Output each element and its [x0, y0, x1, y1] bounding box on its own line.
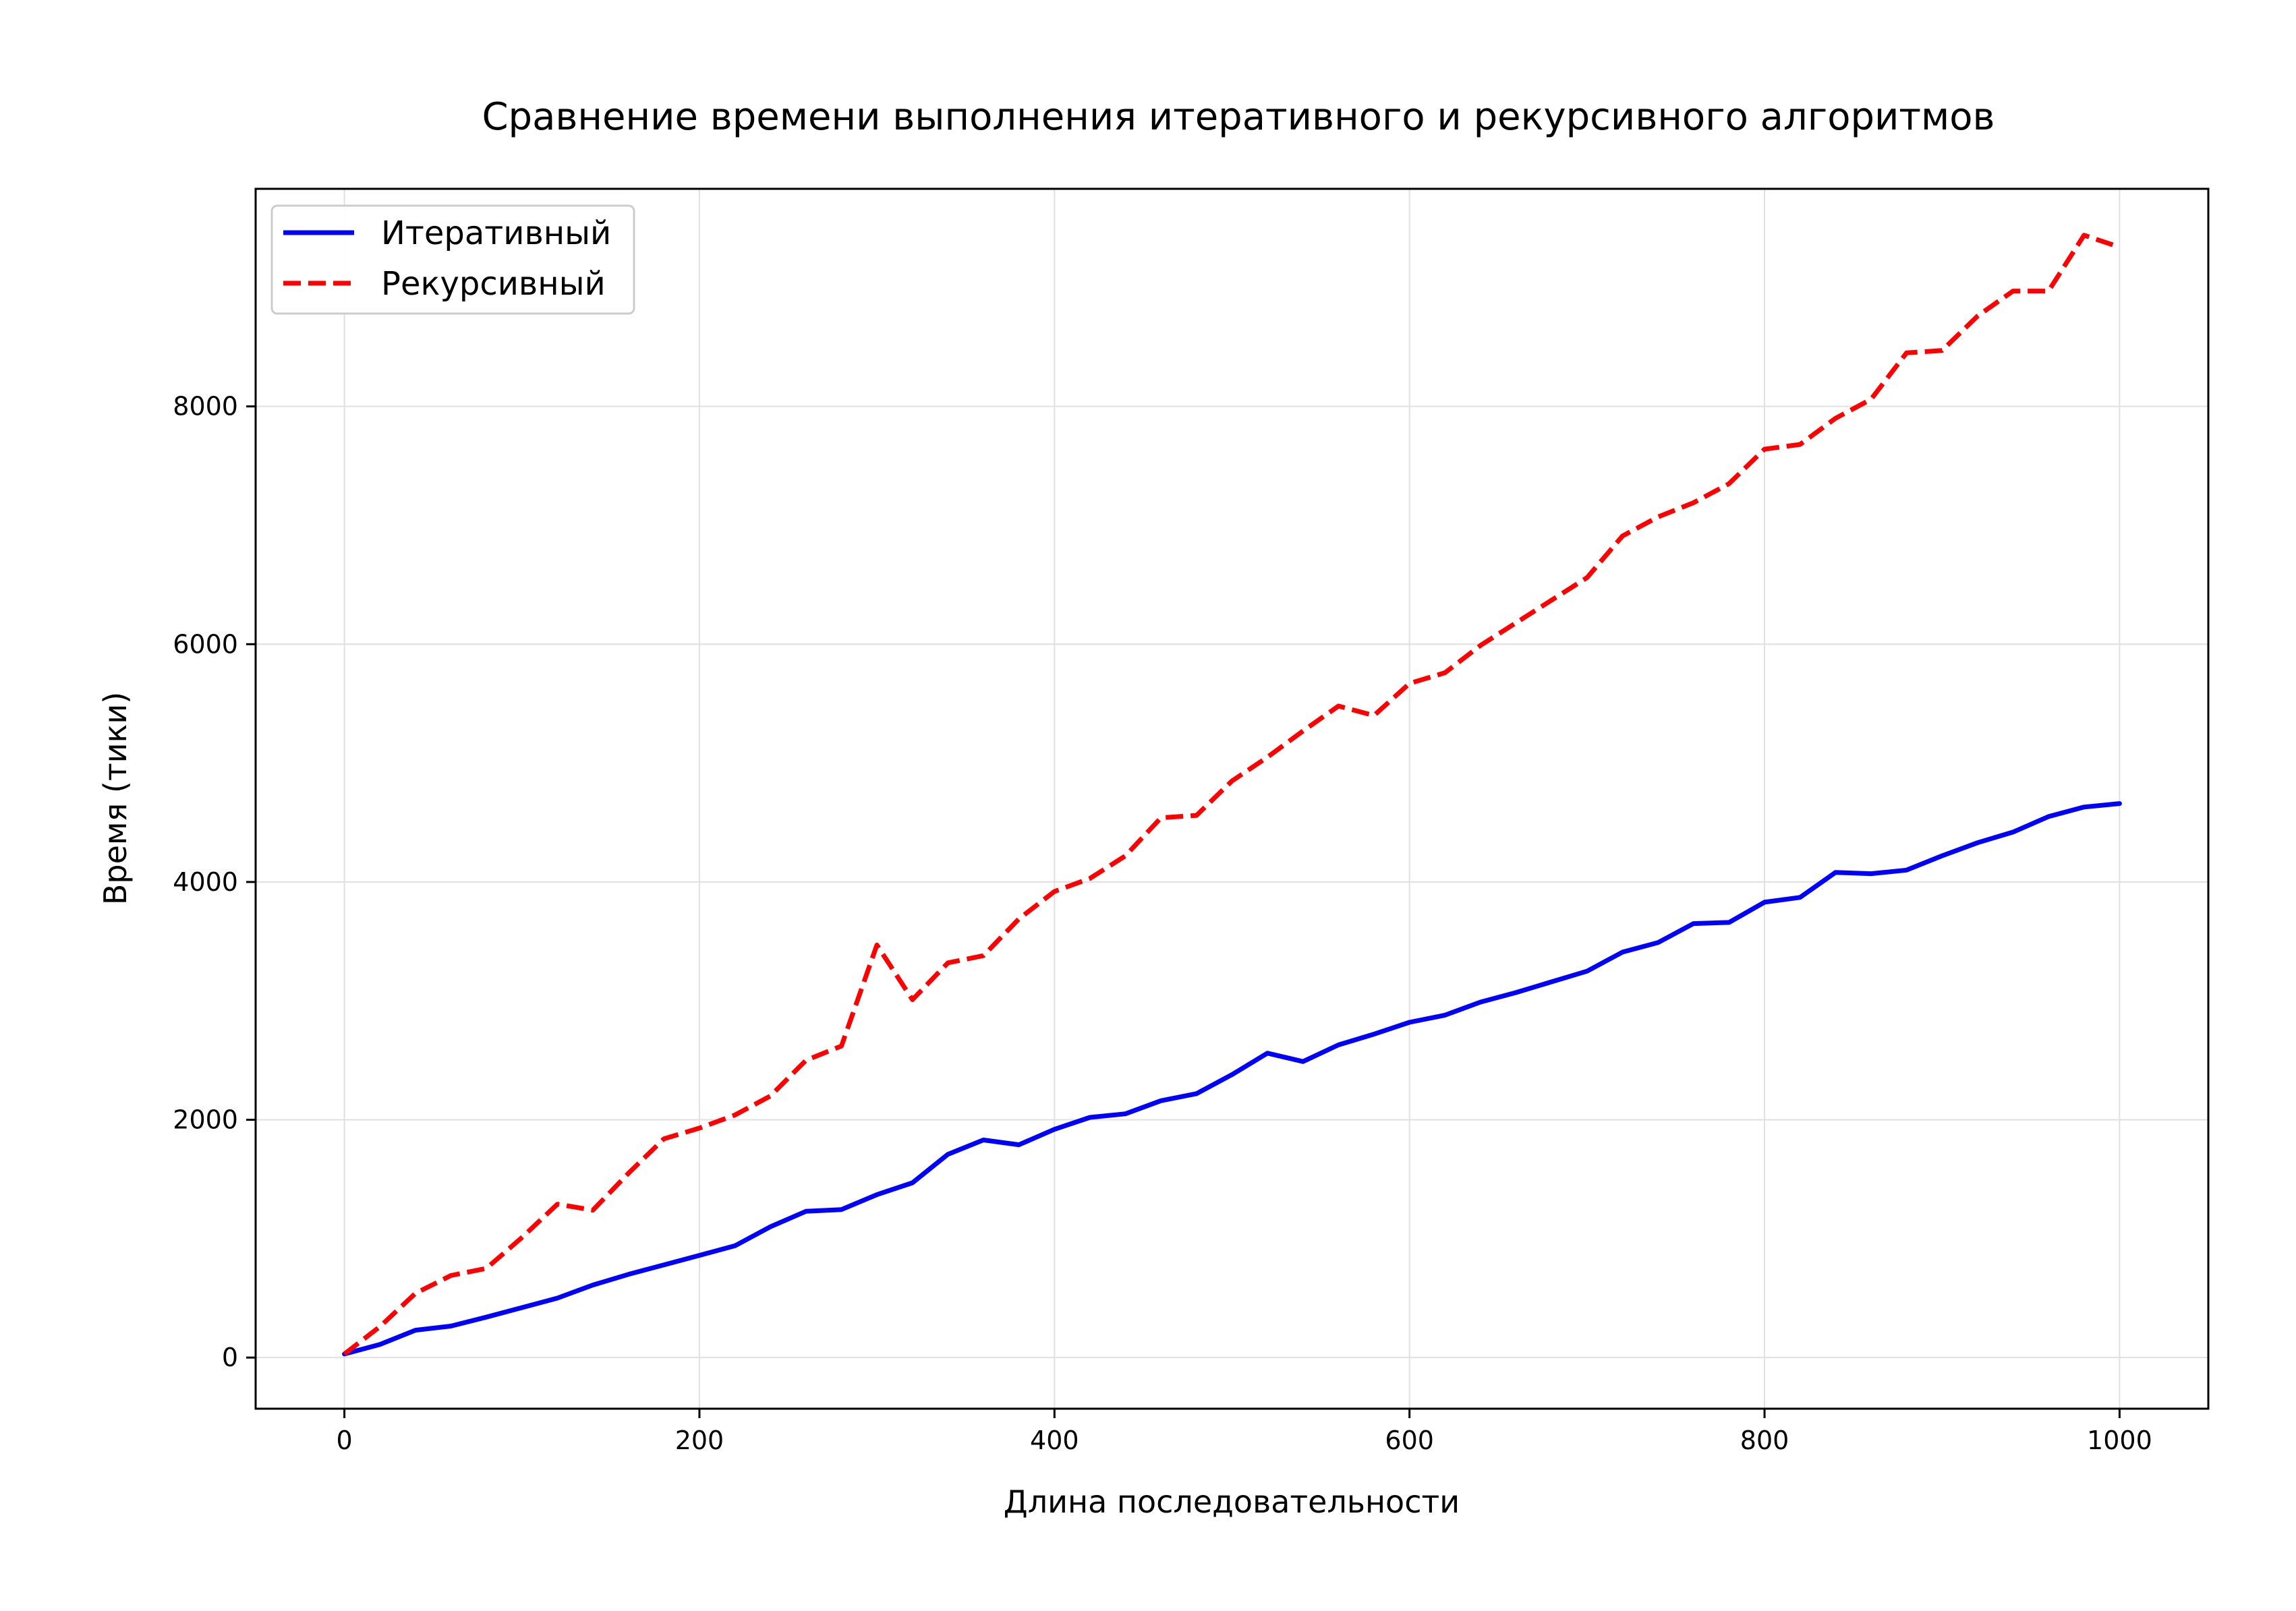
- x-axis-label: Длина последовательности: [1004, 1484, 1460, 1520]
- x-tick-label: 400: [1030, 1426, 1079, 1455]
- y-tick-label: 0: [222, 1343, 238, 1372]
- x-tick-label: 0: [336, 1426, 352, 1455]
- y-axis: 0 2000 4000 6000 8000: [173, 392, 256, 1372]
- x-axis: 0 200 400 600 800 1000: [336, 1409, 2152, 1455]
- x-tick-label: 200: [675, 1426, 724, 1455]
- legend-box: [270, 204, 635, 315]
- x-tick-label: 1000: [2087, 1426, 2152, 1455]
- legend: Итеративный Рекурсивный: [270, 204, 635, 315]
- y-tick-label: 2000: [173, 1105, 238, 1135]
- y-tick-label: 4000: [173, 867, 238, 897]
- grid: [256, 189, 2208, 1409]
- y-axis-label: Время (тики): [97, 692, 134, 905]
- legend-label-recursive: Рекурсивный: [381, 265, 606, 303]
- series-line-iterative: [342, 801, 2122, 1357]
- series-line-recursive: [343, 233, 2121, 1356]
- plot-area-frame: [254, 187, 2210, 1410]
- plot-series: [342, 233, 2122, 1357]
- x-tick-label: 600: [1385, 1426, 1434, 1455]
- x-tick-label: 800: [1740, 1426, 1789, 1455]
- legend-label-iterative: Итеративный: [381, 214, 611, 252]
- y-tick-label: 8000: [173, 392, 238, 421]
- chart-title: Сравнение времени выполнения итеративног…: [482, 95, 1994, 139]
- y-tick-label: 6000: [173, 629, 238, 659]
